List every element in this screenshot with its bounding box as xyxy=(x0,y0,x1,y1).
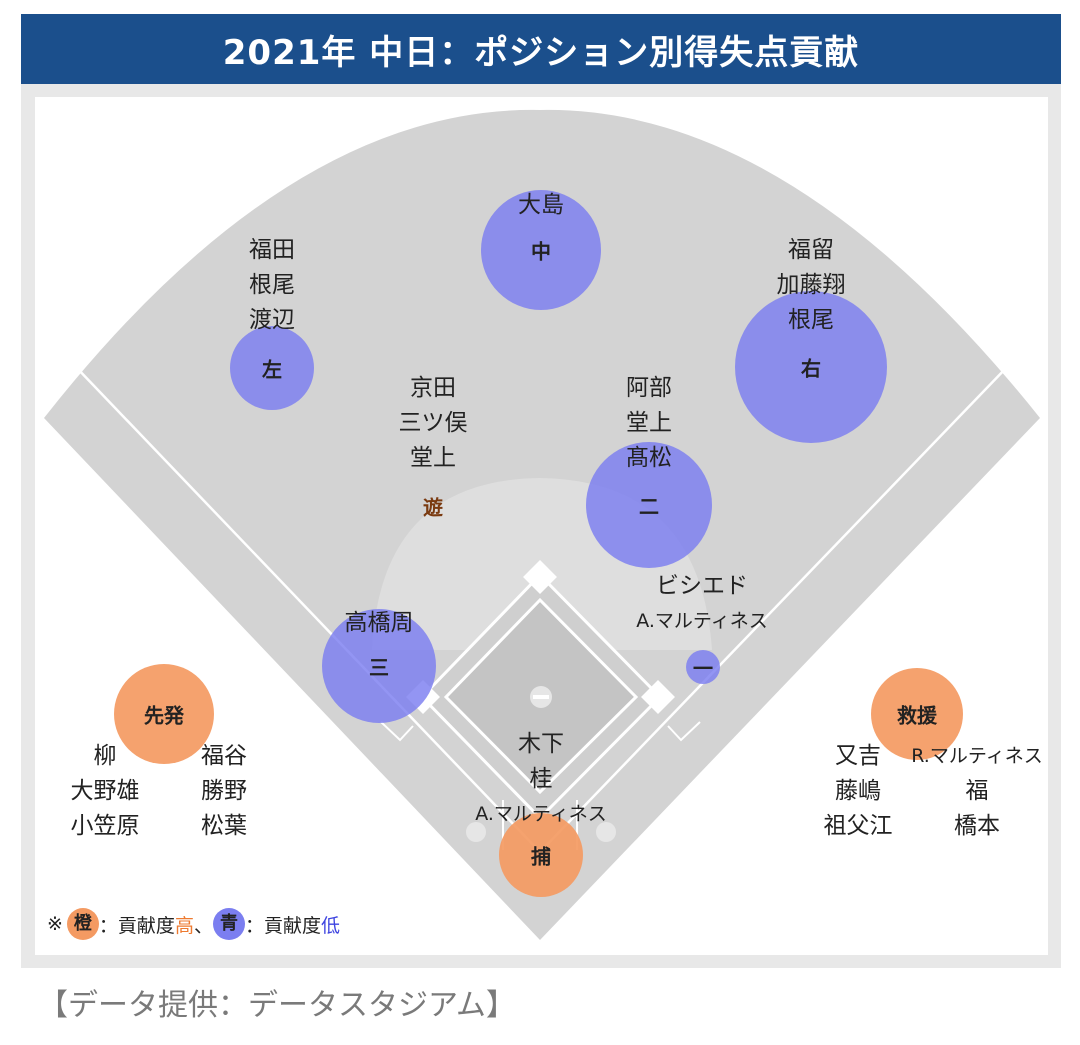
left-player: 根尾 xyxy=(249,272,295,298)
first-contribution-circle xyxy=(686,650,720,684)
second-player: 髙松 xyxy=(626,445,672,471)
starter-player: 松葉 xyxy=(201,813,247,839)
reliever-players-col1: 又吉 藤嶋 祖父江 xyxy=(824,739,893,844)
catcher-player: 木下 xyxy=(517,731,564,757)
center-player: 大島 xyxy=(518,192,564,218)
starter-player: 勝野 xyxy=(201,778,247,804)
pitcher-position-label: ー xyxy=(534,691,548,707)
right-player: 根尾 xyxy=(788,307,834,333)
legend-blue-text: ：貢献度 xyxy=(244,914,321,937)
legend-orange-level: 高 xyxy=(174,914,194,937)
second-player: 堂上 xyxy=(626,410,672,436)
left-players: 福田 根尾 渡辺 xyxy=(249,233,295,338)
third-player: 高橋周 xyxy=(344,610,414,636)
right-players: 福留 加藤翔 根尾 xyxy=(777,233,846,338)
right-position-label: 右 xyxy=(801,356,821,381)
right-player: 加藤翔 xyxy=(776,272,846,298)
starter-players-col2: 福谷 勝野 松葉 xyxy=(201,739,247,844)
second-position-label: 二 xyxy=(639,494,659,519)
reliever-player: 橋本 xyxy=(954,813,1000,839)
left-contribution-circle xyxy=(230,326,314,410)
center-contribution-circle xyxy=(481,190,601,310)
starter-contribution-circle xyxy=(114,664,214,764)
center-players: 大島 xyxy=(518,188,564,223)
reliever-label: 救援 xyxy=(897,703,937,728)
starter-players-col1: 柳 大野雄 小笠原 xyxy=(71,739,140,844)
starter-player: 柳 xyxy=(93,743,117,769)
first-base xyxy=(641,680,675,714)
legend-orange-swatch: 橙 xyxy=(66,908,99,940)
catcher-players: 木下 桂 A.マルティネス xyxy=(475,727,607,832)
coach-box-first xyxy=(667,721,701,742)
first-player: ビシエド xyxy=(655,573,748,599)
shortstop-position-label: 遊 xyxy=(423,495,443,520)
shortstop-player: 堂上 xyxy=(410,445,456,471)
starter-player: 大野雄 xyxy=(70,778,140,804)
legend: ※ 橙 ：貢献度 高 、 青 ：貢献度 低 xyxy=(47,908,340,940)
reliever-players-col2: R.マルティネス 福 橋本 xyxy=(911,739,1042,844)
shortstop-player: 三ツ俣 xyxy=(398,410,468,436)
legend-blue-level: 低 xyxy=(320,914,340,937)
legend-blue-swatch: 青 xyxy=(212,908,245,940)
third-contribution-circle xyxy=(322,609,436,723)
left-player: 渡辺 xyxy=(249,307,295,333)
shortstop-player: 京田 xyxy=(410,375,456,401)
catcher-position-label: 捕 xyxy=(531,844,551,869)
starter-player: 小笠原 xyxy=(70,813,140,839)
left-player: 福田 xyxy=(249,237,295,263)
left-foul-line xyxy=(74,365,541,853)
right-contribution-circle xyxy=(735,291,887,443)
reliever-player: 祖父江 xyxy=(823,813,893,839)
second-base xyxy=(523,560,557,594)
reliever-player: 又吉 xyxy=(835,743,881,769)
center-position-label: 中 xyxy=(531,239,551,264)
right-player: 福留 xyxy=(788,237,834,263)
legend-note-mark: ※ xyxy=(47,913,63,935)
catcher-contribution-circle xyxy=(499,813,583,897)
first-position-label: 一 xyxy=(693,656,713,681)
right-foul-line xyxy=(539,365,1009,853)
reliever-player: 福 xyxy=(965,778,989,804)
third-players: 高橋周 xyxy=(345,606,414,641)
first-players: ビシエド A.マルティネス xyxy=(636,569,768,639)
starter-label: 先発 xyxy=(144,703,184,728)
legend-orange-text: ：貢献度 xyxy=(98,914,175,937)
first-player: A.マルティネス xyxy=(636,610,768,632)
coach-box-third xyxy=(380,721,414,742)
reliever-contribution-circle xyxy=(871,668,963,760)
left-position-label: 左 xyxy=(262,357,282,382)
shortstop-players: 京田 三ツ俣 堂上 xyxy=(399,371,468,476)
catcher-player: 桂 xyxy=(529,766,553,792)
starter-player: 福谷 xyxy=(201,743,247,769)
second-player: 阿部 xyxy=(626,375,672,401)
second-contribution-circle xyxy=(586,442,712,568)
reliever-player: R.マルティネス xyxy=(911,745,1043,767)
reliever-player: 藤嶋 xyxy=(835,778,881,804)
legend-separator: 、 xyxy=(193,914,213,937)
catcher-player: A.マルティネス xyxy=(475,803,607,825)
second-players: 阿部 堂上 髙松 xyxy=(626,371,672,476)
third-position-label: 三 xyxy=(369,655,389,680)
chart-title: 2021年 中日：ポジション別得失点貢献 xyxy=(21,14,1061,84)
data-source: 【データ提供：データスタジアム】 xyxy=(38,988,516,1023)
